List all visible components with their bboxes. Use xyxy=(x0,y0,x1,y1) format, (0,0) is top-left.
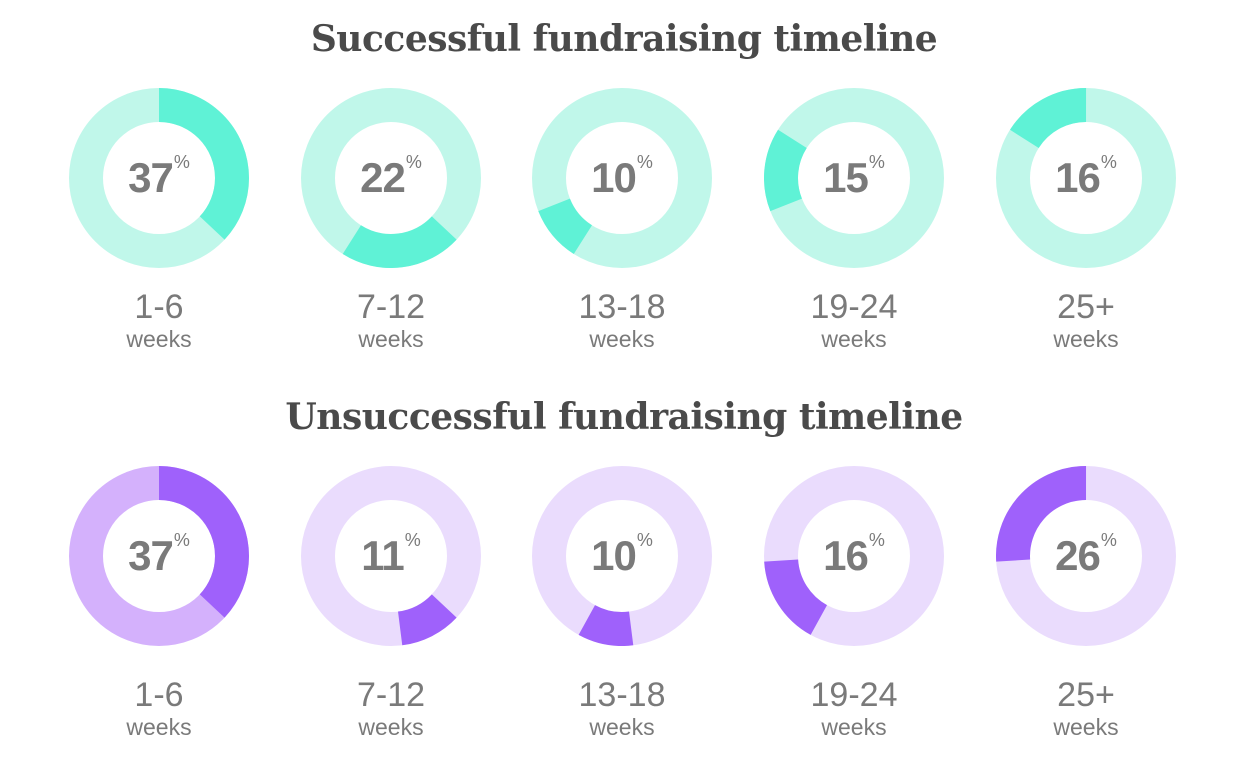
unsuccessful-category-label: 7-12 weeks xyxy=(301,676,481,740)
week-unit: weeks xyxy=(126,714,192,740)
unsuccessful-donut-row: 37% 11% 10% 16% 26% xyxy=(0,466,1248,666)
week-unit: weeks xyxy=(1053,326,1119,352)
unsuccessful-donut-19-24: 16% xyxy=(764,466,944,646)
unsuccessful-category-label: 1-6 weeks xyxy=(69,676,249,740)
unsuccessful-donut-svg xyxy=(69,466,249,646)
week-range: 1-6 xyxy=(134,288,184,326)
successful-donut-7-12: 22% xyxy=(301,88,481,268)
week-range: 13-18 xyxy=(578,288,666,326)
successful-category-label: 7-12 weeks xyxy=(301,288,481,352)
successful-category-label: 1-6 weeks xyxy=(69,288,249,352)
successful-donut-arc-19-24 xyxy=(764,88,944,268)
week-range: 25+ xyxy=(1057,676,1115,714)
successful-donut-svg xyxy=(301,88,481,268)
week-unit: weeks xyxy=(358,326,424,352)
successful-donut-svg xyxy=(996,88,1176,268)
successful-donut-19-24: 15% xyxy=(764,88,944,268)
successful-donut-25+: 16% xyxy=(996,88,1176,268)
successful-category-label: 25+ weeks xyxy=(996,288,1176,352)
week-range: 19-24 xyxy=(810,676,898,714)
successful-donut-13-18: 10% xyxy=(532,88,712,268)
unsuccessful-donut-svg xyxy=(764,466,944,646)
week-range: 13-18 xyxy=(578,676,666,714)
week-range: 25+ xyxy=(1057,288,1115,326)
unsuccessful-donut-1-6: 37% xyxy=(69,466,249,646)
unsuccessful-category-label: 25+ weeks xyxy=(996,676,1176,740)
unsuccessful-donut-25+: 26% xyxy=(996,466,1176,646)
week-range: 1-6 xyxy=(134,676,184,714)
successful-donut-track xyxy=(764,88,944,268)
week-range: 19-24 xyxy=(810,288,898,326)
week-unit: weeks xyxy=(126,326,192,352)
unsuccessful-donut-7-12: 11% xyxy=(301,466,481,646)
successful-donut-svg xyxy=(764,88,944,268)
unsuccessful-donut-13-18: 10% xyxy=(532,466,712,646)
unsuccessful-donut-arc-13-18 xyxy=(532,466,712,646)
successful-donut-svg xyxy=(532,88,712,268)
week-unit: weeks xyxy=(589,714,655,740)
unsuccessful-donut-svg xyxy=(996,466,1176,646)
successful-donut-track xyxy=(532,88,712,268)
successful-category-label: 19-24 weeks xyxy=(764,288,944,352)
week-unit: weeks xyxy=(589,326,655,352)
week-unit: weeks xyxy=(358,714,424,740)
successful-chart-title: Successful fundraising timeline xyxy=(310,18,938,60)
successful-donut-1-6: 37% xyxy=(69,88,249,268)
unsuccessful-donut-svg xyxy=(301,466,481,646)
unsuccessful-donut-svg xyxy=(532,466,712,646)
unsuccessful-category-label: 19-24 weeks xyxy=(764,676,944,740)
week-range: 7-12 xyxy=(356,676,426,714)
successful-donut-arc-13-18 xyxy=(532,88,712,268)
unsuccessful-category-label: 13-18 weeks xyxy=(532,676,712,740)
week-unit: weeks xyxy=(821,326,887,352)
successful-donut-svg xyxy=(69,88,249,268)
week-unit: weeks xyxy=(1053,714,1119,740)
unsuccessful-donut-arc-19-24 xyxy=(764,466,944,646)
unsuccessful-donut-track xyxy=(532,466,712,646)
unsuccessful-donut-track xyxy=(301,466,481,646)
successful-donut-arc-1-6 xyxy=(69,88,249,268)
week-range: 7-12 xyxy=(356,288,426,326)
unsuccessful-chart-title: Unsuccessful fundraising timeline xyxy=(285,396,963,438)
unsuccessful-donut-arc-1-6 xyxy=(69,466,249,646)
successful-donut-row: 37% 22% 10% 15% 16% xyxy=(0,88,1248,288)
unsuccessful-donut-track xyxy=(764,466,944,646)
successful-category-label: 13-18 weeks xyxy=(532,288,712,352)
week-unit: weeks xyxy=(821,714,887,740)
